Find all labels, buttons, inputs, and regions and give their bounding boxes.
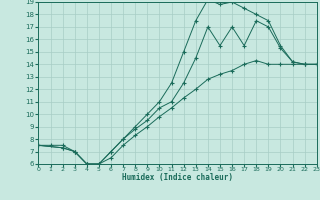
X-axis label: Humidex (Indice chaleur): Humidex (Indice chaleur) bbox=[122, 173, 233, 182]
